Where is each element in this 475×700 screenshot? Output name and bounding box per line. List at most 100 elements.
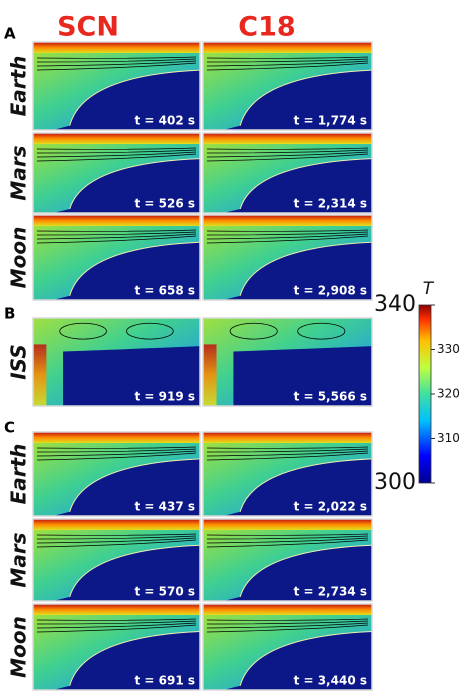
streamline: [206, 622, 369, 629]
time-label: t = 3,440 s: [294, 674, 367, 688]
time-label: t = 691 s: [134, 674, 195, 688]
streamline: [36, 231, 197, 236]
interface: [239, 241, 373, 296]
streamline: [206, 233, 369, 240]
streamline: [206, 235, 369, 244]
panel-border: [202, 431, 373, 517]
simulation-panel: [32, 132, 201, 214]
vortex: [59, 322, 107, 340]
interface: [69, 544, 201, 598]
flow-region: [33, 225, 200, 300]
streamline: [36, 537, 197, 544]
time-label: t = 658 s: [134, 284, 195, 298]
simulation-panel: [32, 431, 201, 517]
hot-layer: [203, 42, 372, 53]
time-label: t = 570 s: [134, 585, 195, 599]
streamline: [36, 539, 197, 548]
simulation-panel: [202, 603, 373, 691]
streamline: [36, 56, 197, 59]
panel-border: [32, 431, 201, 517]
hot-layer: [33, 604, 200, 615]
row-label: Earth: [7, 444, 31, 505]
streamline: [206, 151, 369, 158]
panel-border: [202, 317, 373, 407]
hot-layer: [33, 42, 200, 53]
streamline: [206, 229, 369, 232]
time-label: t = 526 s: [134, 197, 195, 211]
panel-border: [32, 518, 201, 602]
simulation-panel: [202, 41, 373, 131]
panel-letter: B: [4, 305, 15, 323]
row-label: Moon: [7, 227, 31, 289]
streamline: [36, 622, 197, 629]
simulation-panel: [202, 431, 373, 517]
panel-border: [202, 132, 373, 214]
colorbar: [418, 304, 432, 484]
streamline: [206, 452, 369, 461]
flow-region: [203, 318, 372, 406]
flow-region: [203, 52, 372, 130]
interface: [239, 544, 373, 598]
time-label: t = 1,774 s: [294, 114, 367, 128]
streamline: [36, 60, 197, 67]
panel-letter: C: [4, 419, 15, 437]
interface: [69, 241, 201, 296]
flow-region: [33, 52, 200, 130]
streamline: [206, 450, 369, 457]
flow-region: [203, 442, 372, 516]
vortex: [297, 322, 346, 340]
row-label: Moon: [7, 616, 31, 678]
streamline: [36, 235, 197, 244]
interface: [239, 69, 373, 126]
simulation-panel: [202, 132, 373, 214]
panel-border: [32, 603, 201, 691]
flow-region: [33, 143, 200, 213]
simulation-panel: [202, 214, 373, 301]
streamline: [36, 149, 197, 154]
simulation-panel: [32, 41, 201, 131]
streamline: [206, 535, 369, 540]
streamline: [206, 533, 369, 536]
row-label: Earth: [7, 56, 31, 117]
streamline: [36, 535, 197, 540]
flow-region: [203, 529, 372, 601]
simulation-panel: [32, 518, 201, 602]
colorbar-tick-label: 320: [437, 387, 460, 401]
colorbar-tick-label: 310: [437, 431, 460, 445]
colorbar-tick-label: 300: [374, 470, 416, 495]
interface: [69, 631, 201, 686]
hot-layer: [203, 604, 372, 615]
row-label: ISS: [7, 344, 31, 380]
streamline: [206, 56, 369, 59]
hot-layer: [203, 519, 372, 530]
streamline: [36, 62, 197, 71]
streamline: [36, 624, 197, 633]
panel-letter: A: [4, 25, 16, 43]
flow-region: [203, 143, 372, 213]
hot-layer: [33, 133, 200, 144]
panel-border: [32, 41, 201, 131]
panel-border: [32, 132, 201, 214]
streamline: [36, 448, 197, 453]
flow-region: [203, 614, 372, 690]
streamline: [36, 229, 197, 232]
hot-layer: [203, 133, 372, 144]
simulation-panel: [32, 603, 201, 691]
streamline: [36, 452, 197, 461]
streamline: [206, 58, 369, 63]
hot-layer: [33, 519, 200, 530]
streamline: [206, 60, 369, 67]
flow-region: [203, 225, 372, 300]
streamline: [206, 620, 369, 625]
hot-wall: [203, 344, 217, 406]
streamline: [206, 149, 369, 154]
simulation-panel: [202, 317, 373, 407]
simulation-panel: [32, 317, 201, 407]
hot-layer: [203, 215, 372, 226]
streamline: [36, 533, 197, 536]
vortex: [126, 322, 174, 340]
streamline: [36, 618, 197, 621]
interface: [239, 631, 373, 686]
streamline: [206, 446, 369, 449]
time-label: t = 5,566 s: [294, 390, 367, 404]
